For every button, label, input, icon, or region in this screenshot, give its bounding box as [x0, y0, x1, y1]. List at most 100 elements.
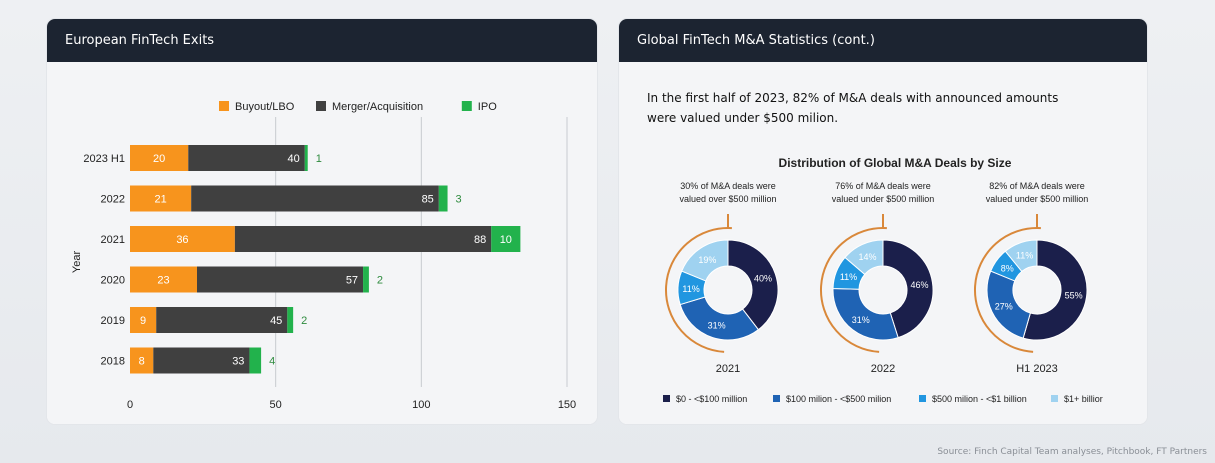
- slice-label: 19%: [698, 255, 716, 265]
- data-label: 23: [157, 275, 169, 287]
- category-label: 2018: [101, 356, 125, 368]
- legend-swatch: [773, 395, 780, 402]
- data-label: 9: [140, 315, 146, 327]
- slice-label: 31%: [852, 315, 870, 325]
- donut-year-label: 2022: [871, 363, 895, 375]
- bar-segment: [197, 266, 364, 293]
- bar-segment: [130, 145, 189, 171]
- bar-segment: [130, 307, 157, 333]
- data-label: 36: [176, 234, 188, 246]
- category-label: 2023 H1: [83, 153, 125, 165]
- bar-segment: [130, 347, 154, 374]
- data-label: 21: [154, 194, 166, 206]
- donut-year-label: 2021: [716, 363, 740, 375]
- donut-chart-title: Distribution of Global M&A Deals by Size: [779, 156, 1012, 170]
- bar-segment: [153, 347, 250, 374]
- slice-label: 11%: [1016, 251, 1033, 261]
- bar-segment: [130, 266, 198, 293]
- data-label: 45: [270, 315, 282, 327]
- panel-title-global-fintech-ma: Global FinTech M&A Statistics (cont.): [619, 19, 1147, 62]
- category-label: 2019: [101, 315, 125, 327]
- data-label: 40: [288, 153, 300, 165]
- slice-label: 11%: [682, 284, 699, 294]
- donut-slice: [727, 239, 779, 331]
- bar-segment: [156, 307, 288, 333]
- bar-segment: [234, 226, 492, 252]
- slice-label: 8%: [1001, 263, 1014, 273]
- donut-slice: [679, 296, 760, 341]
- category-label: 2021: [101, 234, 125, 246]
- data-label: 10: [500, 234, 512, 246]
- data-label: 20: [153, 153, 165, 165]
- donut-slice: [1004, 239, 1038, 273]
- data-label: 4: [269, 356, 275, 368]
- category-label: 2022: [101, 194, 125, 206]
- bar-segment: [438, 185, 448, 212]
- legend-swatch: [1051, 395, 1058, 402]
- european-fintech-exits-panel: European FinTech Exits 0 50 100 150 Buyout/L…: [47, 19, 597, 424]
- stacked-bar-chart: 0 50 100 150 Buyout/LBO Merger/Acquisition IPO…: [71, 101, 576, 411]
- slice-label: 46%: [911, 280, 929, 290]
- slice-label: 11%: [840, 272, 857, 282]
- bar-segment: [191, 185, 439, 212]
- data-label: 8: [139, 356, 145, 368]
- data-label: 1: [316, 153, 322, 165]
- legend-swatch: [461, 101, 472, 111]
- panel-title-european-fintech-exits: European FinTech Exits: [47, 19, 597, 62]
- donut-note: valued under $500 million: [986, 194, 1089, 204]
- donut-slice: [844, 239, 884, 276]
- donut-note: valued under $500 million: [832, 194, 935, 204]
- x-tick-label: 50: [270, 399, 282, 411]
- donut-slice: [882, 239, 934, 339]
- bar-segment: [363, 266, 369, 293]
- bar-segment: [491, 226, 521, 252]
- donut-slice: [1022, 239, 1088, 341]
- bar-segment: [304, 145, 308, 171]
- legend-label: $500 milion - <$1 billion: [932, 394, 1027, 404]
- highlight-arc: [820, 227, 887, 353]
- bar-segment: [188, 145, 305, 171]
- x-tick-label: 0: [127, 399, 133, 411]
- slice-label: 27%: [995, 302, 1013, 312]
- data-label: 2: [301, 315, 307, 327]
- legend-swatch: [663, 395, 670, 402]
- data-label: 57: [346, 275, 358, 287]
- donut-note: valued over $500 million: [679, 194, 776, 204]
- bar-segment: [287, 307, 294, 333]
- global-fintech-ma-panel: Global FinTech M&A Statistics (cont.) In…: [619, 19, 1147, 424]
- data-label: 3: [456, 194, 462, 206]
- donut-note: 30% of M&A deals were: [680, 181, 776, 191]
- donut-slice: [986, 270, 1031, 339]
- highlight-arc: [974, 227, 1041, 353]
- highlight-arc: [665, 227, 732, 353]
- slice-label: 14%: [859, 252, 877, 262]
- legend-swatch: [316, 101, 326, 111]
- panel-body-left: 0 50 100 150 Buyout/LBO Merger/Acquisition IPO…: [47, 62, 597, 424]
- x-tick-label: 150: [558, 399, 576, 411]
- donut-note: 82% of M&A deals were: [989, 181, 1085, 191]
- legend-label: IPO: [478, 101, 497, 113]
- data-label: 33: [232, 356, 244, 368]
- legend-label: Buyout/LBO: [235, 101, 295, 113]
- legend-label: $1+ billior: [1064, 394, 1103, 404]
- legend-label: $0 - <$100 million: [676, 394, 747, 404]
- legend-swatch: [219, 101, 229, 111]
- donut-slice: [832, 287, 899, 341]
- slice-label: 40%: [754, 274, 772, 284]
- donut-charts: Distribution of Global M&A Deals by Size…: [663, 156, 1103, 404]
- donut-note: 76% of M&A deals were: [835, 181, 931, 191]
- bar-segment: [249, 347, 262, 374]
- legend-label: Merger/Acquisition: [332, 101, 423, 113]
- source-note: Source: Finch Capital Team analyses, Pit…: [937, 447, 1207, 457]
- x-tick-label: 100: [412, 399, 430, 411]
- category-label: 2020: [101, 275, 125, 287]
- donut-slice: [681, 239, 729, 282]
- data-label: 88: [474, 234, 486, 246]
- legend-label: $100 milion - <$500 milion: [786, 394, 891, 404]
- intro-text: In the first half of 2023, 82% of M&A de…: [647, 91, 1059, 125]
- legend-swatch: [919, 395, 926, 402]
- data-label: 85: [422, 194, 434, 206]
- slice-label: 55%: [1065, 291, 1083, 301]
- data-label: 2: [377, 275, 383, 287]
- y-axis-label: Year: [71, 251, 83, 274]
